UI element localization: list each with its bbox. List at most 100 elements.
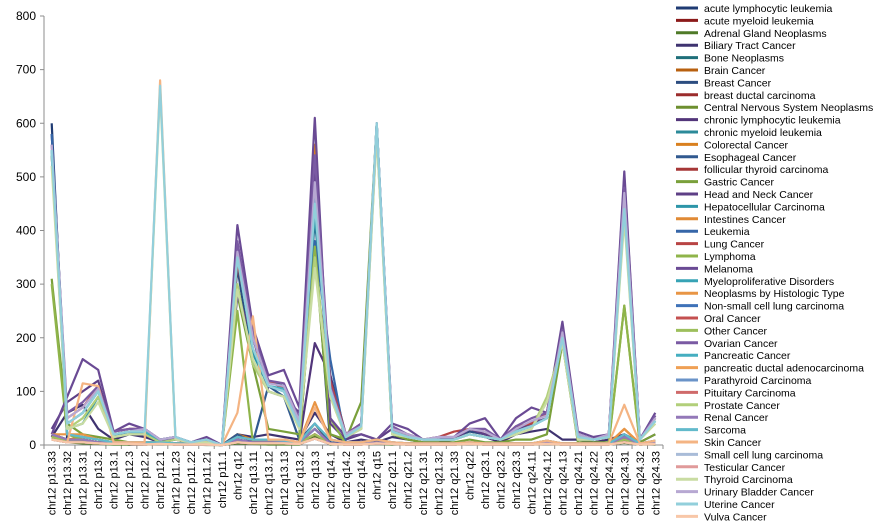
y-tick-label: 400 bbox=[16, 224, 36, 238]
legend-label: Bone Neoplasms bbox=[704, 53, 784, 65]
legend-label: Skin Cancer bbox=[704, 437, 762, 449]
x-tick-label: chr12 q24.23 bbox=[604, 451, 616, 515]
legend-label: Uterine Cancer bbox=[704, 499, 775, 511]
x-tick-label: chr12 q24.11 bbox=[526, 451, 538, 514]
plot-area bbox=[50, 79, 657, 447]
legend-label: Ovarian Cancer bbox=[704, 338, 778, 350]
y-tick-label: 800 bbox=[16, 9, 36, 23]
x-tick-label: chr12 p13.31 bbox=[78, 451, 90, 515]
y-tick-label: 600 bbox=[16, 116, 36, 130]
series-line-1 bbox=[50, 123, 656, 447]
series-line-40 bbox=[50, 122, 657, 447]
legend-label: acute myeloid leukemia bbox=[704, 15, 814, 27]
legend-label: breast ductal carcinoma bbox=[704, 90, 816, 102]
legend-label: Brain Cancer bbox=[704, 65, 766, 77]
series-line-19 bbox=[50, 133, 656, 447]
legend-label: Renal Cancer bbox=[704, 412, 769, 424]
x-tick-label: chr12 q24.32 bbox=[635, 451, 647, 515]
legend-label: Hepatocellular Carcinoma bbox=[704, 201, 825, 213]
x-tick-label: chr12 q12 bbox=[232, 451, 244, 500]
series-line-20 bbox=[50, 127, 657, 447]
x-tick-label: chr12 q21.32 bbox=[434, 451, 446, 515]
series-line-15 bbox=[50, 122, 656, 447]
legend-label: Esophageal Cancer bbox=[704, 152, 797, 164]
x-axis-tick-labels: chr12 p13.33 chr12 p13.32 chr12 p13.31 chr1… bbox=[47, 451, 663, 515]
x-tick-label: chr12 q23.3 bbox=[511, 451, 523, 509]
x-tick-label: chr12 p11.22 bbox=[186, 451, 198, 514]
x-tick-label: chr12 q13.13 bbox=[279, 451, 291, 515]
x-tick-label: chr12 p13.1 bbox=[109, 451, 121, 509]
x-tick-label: chr12 q21.2 bbox=[403, 451, 415, 509]
series-line-12 bbox=[51, 143, 656, 447]
y-tick-label: 300 bbox=[16, 277, 36, 291]
x-tick-label: chr12 p13.32 bbox=[62, 451, 74, 515]
legend-label: follicular thyroid carcinoma bbox=[704, 164, 828, 176]
series-line-28 bbox=[50, 122, 657, 447]
legend-label: chronic lymphocytic leukemia bbox=[704, 115, 841, 127]
legend-label: acute lymphocytic leukemia bbox=[704, 3, 833, 15]
legend-label: Neoplasms by Histologic Type bbox=[704, 288, 845, 300]
legend-label: Melanoma bbox=[704, 263, 753, 275]
legend-label: Other Cancer bbox=[704, 325, 768, 337]
series-line-41 bbox=[50, 84, 657, 447]
legend-label: Lung Cancer bbox=[704, 239, 765, 251]
x-tick-label: chr12 q24.12 bbox=[542, 451, 554, 515]
x-tick-label: chr12 q13.2 bbox=[294, 451, 306, 509]
legend-label: Myeloproliferative Disorders bbox=[704, 276, 834, 288]
legend-label: Testicular Cancer bbox=[704, 462, 786, 474]
x-tick-label: chr12 q13.11 bbox=[248, 451, 260, 514]
x-tick-label: chr12 p12.2 bbox=[140, 451, 152, 509]
legend-label: Central Nervous System Neoplasms bbox=[704, 102, 873, 114]
x-tick-label: chr12 p12.1 bbox=[155, 451, 167, 509]
y-tick-label: 700 bbox=[16, 63, 36, 77]
x-tick-label: chr12 q14.1 bbox=[325, 451, 337, 509]
legend-label: Small cell lung carcinoma bbox=[704, 449, 823, 461]
series-line-42 bbox=[51, 437, 656, 447]
legend-label: Pituitary Carcinoma bbox=[704, 387, 796, 399]
x-tick-label: chr12 q13.12 bbox=[263, 451, 275, 515]
legend-label: Thyroid Carcinoma bbox=[704, 474, 793, 486]
y-tick-label: 0 bbox=[29, 438, 36, 452]
x-tick-label: chr12 q24.13 bbox=[557, 451, 569, 515]
legend-label: Leukemia bbox=[704, 226, 750, 238]
x-tick-label: chr12 q23.2 bbox=[496, 451, 508, 509]
legend-label: Colorectal Cancer bbox=[704, 139, 789, 151]
legend-label: Pancreatic Cancer bbox=[704, 350, 791, 362]
series-line-16 bbox=[50, 170, 657, 447]
legend-label: Sarcoma bbox=[704, 425, 746, 437]
x-tick-label: chr12 q21.31 bbox=[418, 451, 430, 515]
legend-label: Parathyroid Carcinoma bbox=[704, 375, 812, 387]
legend-label: Urinary Bladder Cancer bbox=[704, 487, 814, 499]
x-tick-label: chr12 p13.2 bbox=[93, 451, 105, 509]
x-tick-label: chr12 q24.31 bbox=[619, 451, 631, 515]
legend-label: Adrenal Gland Neoplasms bbox=[704, 28, 827, 40]
series-line-33 bbox=[50, 132, 657, 447]
x-tick-label: chr12 p11.21 bbox=[201, 451, 213, 514]
y-tick-label: 500 bbox=[16, 170, 36, 184]
x-tick-label: chr12 q22 bbox=[465, 451, 477, 500]
legend-label: Breast Cancer bbox=[704, 77, 772, 89]
x-tick-label: chr12 q24.22 bbox=[588, 451, 600, 515]
series-line-7 bbox=[50, 122, 657, 447]
x-tick-label: chr12 p11.23 bbox=[171, 451, 183, 514]
x-tick-label: chr12 p12.3 bbox=[124, 451, 136, 509]
x-tick-label: chr12 q15 bbox=[372, 451, 384, 500]
legend-label: Non-small cell lung carcinoma bbox=[704, 301, 844, 313]
legend-label: Oral Cancer bbox=[704, 313, 761, 325]
legend-label: Biliary Tract Cancer bbox=[704, 40, 796, 52]
legend-label: Gastric Cancer bbox=[704, 177, 775, 189]
x-tick-label: chr12 q14.3 bbox=[356, 451, 368, 509]
series-line-39 bbox=[50, 89, 657, 447]
x-tick-label: chr12 q24.21 bbox=[573, 451, 585, 515]
x-tick-label: chr12 p11.1 bbox=[217, 451, 229, 508]
series-line-4 bbox=[50, 403, 656, 447]
x-tick-label: chr12 q21.33 bbox=[449, 451, 461, 515]
legend-label: chronic myeloid leukemia bbox=[704, 127, 822, 139]
y-tick-label: 200 bbox=[16, 331, 36, 345]
x-tick-label: chr12 q21.1 bbox=[387, 451, 399, 509]
series-line-29 bbox=[50, 122, 657, 447]
x-tick-label: chr12 q23.1 bbox=[480, 451, 492, 509]
